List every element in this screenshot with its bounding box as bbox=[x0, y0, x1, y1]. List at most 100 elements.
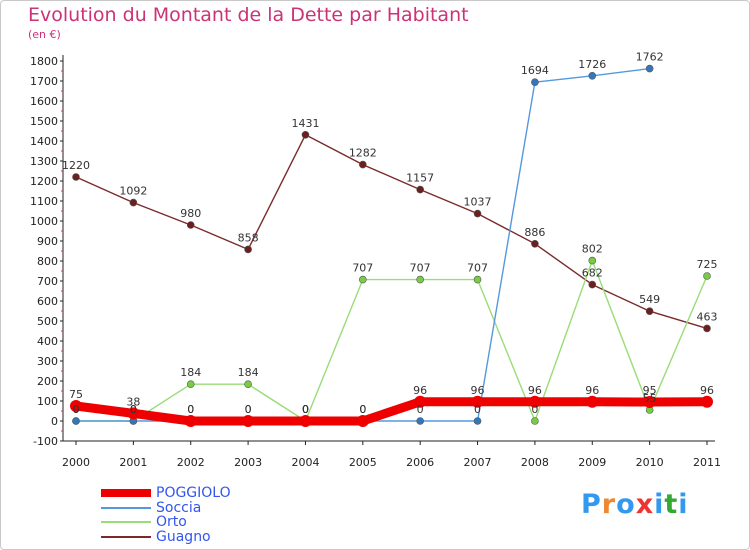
y-tick-label: 1200 bbox=[30, 175, 58, 188]
logo-letter: i bbox=[678, 489, 689, 520]
data-point-orto bbox=[703, 272, 711, 280]
legend-label: POGGIOLO bbox=[156, 485, 231, 501]
data-label-orto: 725 bbox=[697, 258, 718, 271]
data-label-orto: 0 bbox=[73, 403, 80, 416]
data-label-guagno: 1431 bbox=[291, 117, 319, 130]
x-tick-label: 2009 bbox=[578, 456, 606, 469]
y-tick-label: 1700 bbox=[30, 75, 58, 88]
data-label-guagno: 980 bbox=[180, 207, 201, 220]
chart-title: Evolution du Montant de la Dette par Hab… bbox=[28, 4, 469, 26]
data-point-guagno bbox=[301, 131, 310, 139]
data-point-poggiolo bbox=[643, 396, 656, 408]
series-layer bbox=[70, 64, 713, 427]
y-tick-label: 1100 bbox=[30, 195, 58, 208]
legend-label: Orto bbox=[156, 514, 187, 530]
y-tick-label: 1600 bbox=[30, 95, 58, 108]
chart-subtitle: (en €) bbox=[28, 28, 61, 41]
data-label-soccia: 0 bbox=[130, 403, 137, 416]
data-point-guagno bbox=[186, 221, 195, 229]
x-tick-label: 2000 bbox=[62, 456, 90, 469]
data-point-guagno bbox=[129, 198, 138, 207]
data-label-soccia: 1694 bbox=[521, 64, 549, 77]
y-tick-label: 500 bbox=[37, 315, 58, 328]
data-label-orto: 802 bbox=[582, 243, 603, 256]
legend-swatch bbox=[101, 489, 151, 497]
data-point-poggiolo bbox=[127, 407, 140, 420]
data-point-soccia bbox=[416, 417, 424, 425]
data-label-poggiolo: 96 bbox=[413, 384, 427, 397]
logo-letter: P bbox=[581, 489, 602, 520]
data-point-poggiolo bbox=[299, 415, 312, 427]
y-tick-label: 900 bbox=[37, 235, 58, 248]
data-point-guagno bbox=[645, 307, 654, 316]
data-point-guagno bbox=[531, 240, 539, 248]
data-point-orto bbox=[186, 380, 195, 389]
data-point-soccia bbox=[72, 417, 80, 425]
data-point-poggiolo bbox=[356, 415, 369, 427]
series-line-poggiolo bbox=[71, 397, 712, 426]
x-tick-label: 2008 bbox=[521, 456, 549, 469]
x-tick-label: 2010 bbox=[636, 456, 664, 469]
data-label-guagno: 1282 bbox=[349, 147, 377, 160]
y-tick-label: 800 bbox=[37, 255, 58, 268]
data-point-guagno bbox=[473, 209, 482, 218]
data-point-poggiolo bbox=[471, 395, 484, 408]
x-tick-label: 2001 bbox=[119, 456, 147, 469]
data-label-orto: 0 bbox=[130, 403, 137, 416]
y-tick-label: 400 bbox=[37, 335, 58, 348]
logo-letter: x bbox=[635, 489, 655, 520]
data-label-soccia: 0 bbox=[474, 403, 481, 416]
data-label-orto: 55 bbox=[643, 392, 657, 405]
data-point-soccia bbox=[645, 64, 654, 73]
data-label-orto: 0 bbox=[302, 403, 309, 416]
data-label-soccia: 1726 bbox=[578, 58, 606, 71]
data-point-guagno bbox=[244, 245, 252, 254]
y-tick-label: 200 bbox=[37, 375, 58, 388]
y-tick-label: 300 bbox=[37, 355, 58, 368]
data-label-soccia: 0 bbox=[73, 403, 80, 416]
logo-letter: t bbox=[664, 489, 679, 520]
data-point-guagno bbox=[703, 324, 711, 333]
data-label-poggiolo: 0 bbox=[187, 403, 194, 416]
data-label-poggiolo: 96 bbox=[471, 384, 485, 397]
data-point-soccia bbox=[588, 72, 597, 80]
data-point-soccia bbox=[473, 417, 482, 425]
data-label-poggiolo: 0 bbox=[302, 403, 309, 416]
data-label-soccia: 0 bbox=[417, 403, 424, 416]
data-label-poggiolo: 96 bbox=[585, 384, 599, 397]
x-tick-label: 2007 bbox=[464, 456, 492, 469]
data-label-guagno: 549 bbox=[639, 293, 660, 306]
data-point-poggiolo bbox=[70, 400, 82, 412]
data-label-guagno: 1092 bbox=[119, 185, 147, 198]
x-tick-label: 2006 bbox=[406, 456, 434, 469]
data-point-poggiolo bbox=[528, 395, 541, 408]
data-label-poggiolo: 96 bbox=[700, 384, 714, 397]
data-point-poggiolo bbox=[414, 395, 427, 408]
data-label-orto: 707 bbox=[467, 262, 488, 275]
data-label-guagno: 463 bbox=[697, 310, 718, 323]
data-point-guagno bbox=[359, 160, 367, 169]
data-point-poggiolo bbox=[586, 395, 599, 408]
x-tick-label: 2005 bbox=[349, 456, 377, 469]
data-label-guagno: 858 bbox=[238, 231, 259, 244]
x-tick-label: 2002 bbox=[177, 456, 205, 469]
data-label-guagno: 886 bbox=[524, 226, 545, 239]
logo-letter: i bbox=[654, 489, 665, 520]
data-label-guagno: 1037 bbox=[464, 196, 492, 209]
axes: -100010020030040050060070080090010001100… bbox=[30, 55, 721, 469]
series-line-soccia bbox=[75, 67, 651, 422]
data-label-guagno: 1220 bbox=[62, 159, 90, 172]
y-tick-label: 1300 bbox=[30, 155, 58, 168]
legend-swatch bbox=[101, 521, 151, 523]
data-label-orto: 184 bbox=[180, 366, 201, 379]
y-tick-label: 100 bbox=[37, 395, 58, 408]
y-tick-label: 1400 bbox=[30, 135, 58, 148]
data-point-poggiolo bbox=[184, 415, 197, 427]
data-point-orto bbox=[473, 275, 482, 284]
data-label-poggiolo: 75 bbox=[69, 388, 83, 401]
logo-letter: r bbox=[601, 489, 617, 520]
x-tick-label: 2004 bbox=[291, 456, 319, 469]
legend-label: Guagno bbox=[156, 528, 211, 545]
data-label-soccia: 0 bbox=[187, 403, 194, 416]
